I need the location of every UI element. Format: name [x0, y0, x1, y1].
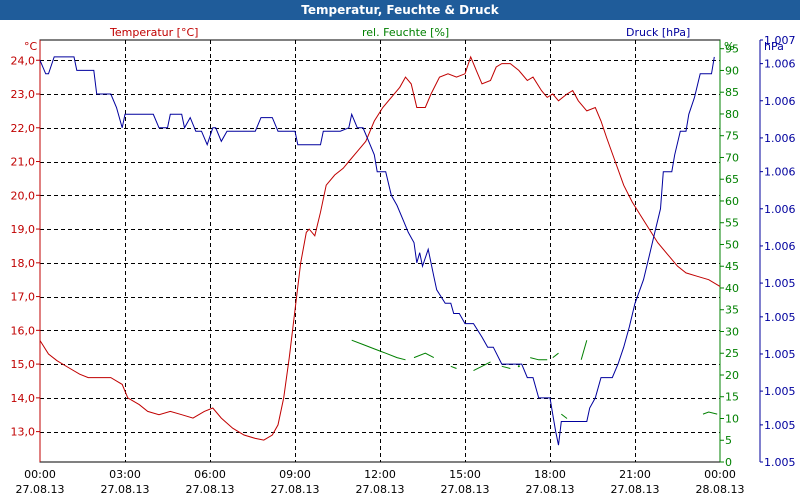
pressure-axis-unit: hPa [764, 40, 784, 53]
pressure-tick-label: 1.005 [764, 348, 796, 361]
x-tick-date: 27.08.13 [271, 483, 320, 496]
pressure-tick-label: 1.005 [764, 311, 796, 324]
humidity-tick-label: 40 [725, 282, 739, 295]
humidity-tick-label: 95 [725, 43, 739, 56]
x-tick-date: 27.08.13 [16, 483, 65, 496]
pressure-tick-label: 1.005 [764, 456, 796, 469]
x-tick-date: 27.08.13 [441, 483, 490, 496]
pressure-tick-label: 1.005 [764, 277, 796, 290]
temp-tick-label: 16,0 [11, 324, 36, 337]
humidity-tick-label: 85 [725, 86, 739, 99]
humidity-series-line [501, 365, 511, 369]
x-tick-time: 00:00 [704, 468, 736, 481]
x-tick-time: 12:00 [364, 468, 396, 481]
humidity-series-line [580, 340, 588, 360]
humidity-tick-label: 70 [725, 151, 739, 164]
pressure-tick-label: 1.006 [764, 203, 796, 216]
x-tick-date: 27.08.13 [526, 483, 575, 496]
temperature-series-line [39, 55, 721, 441]
pressure-tick-label: 1.005 [764, 419, 796, 432]
temp-axis-unit: °C [24, 40, 38, 53]
pressure-tick-label: 1.005 [764, 385, 796, 398]
temp-tick-label: 17,0 [11, 291, 36, 304]
pressure-series-line [39, 56, 715, 446]
x-tick-time: 18:00 [534, 468, 566, 481]
legend-humidity: rel. Feuchte [%] [362, 26, 449, 39]
humidity-axis-unit: % [724, 40, 734, 53]
humidity-series-line [450, 365, 457, 369]
humidity-tick-label: 0 [725, 456, 732, 469]
x-tick-date: 27.08.13 [611, 483, 660, 496]
x-tick-date: 27.08.13 [101, 483, 150, 496]
humidity-tick-label: 5 [725, 434, 732, 447]
humidity-series-line [560, 413, 568, 419]
x-tick-time: 06:00 [194, 468, 226, 481]
humidity-tick-label: 30 [725, 325, 739, 338]
x-tick-date: 27.08.13 [186, 483, 235, 496]
humidity-series-point [517, 365, 520, 368]
humidity-tick-label: 50 [725, 238, 739, 251]
pressure-tick-label: 1.006 [764, 166, 796, 179]
temp-tick-label: 21,0 [11, 156, 36, 169]
humidity-series-line [351, 339, 406, 361]
temp-tick-label: 14,0 [11, 392, 36, 405]
temp-tick-label: 19,0 [11, 223, 36, 236]
humidity-series-line [473, 361, 491, 372]
temp-tick-label: 23,0 [11, 88, 36, 101]
temp-tick-label: 18,0 [11, 257, 36, 270]
humidity-tick-label: 10 [725, 412, 739, 425]
pressure-tick-label: 1.006 [764, 240, 796, 253]
x-tick-time: 03:00 [109, 468, 141, 481]
humidity-tick-label: 20 [725, 369, 739, 382]
humidity-tick-label: 65 [725, 173, 739, 186]
pressure-tick-label: 1.006 [764, 132, 796, 145]
humidity-tick-label: 45 [725, 260, 739, 273]
temp-tick-label: 24,0 [11, 54, 36, 67]
humidity-series-line [413, 352, 435, 359]
humidity-tick-label: 55 [725, 217, 739, 230]
chart-title-bar: Temperatur, Feuchte & Druck [0, 0, 800, 20]
x-tick-time: 21:00 [619, 468, 651, 481]
legend-temperature: Temperatur [°C] [109, 26, 198, 39]
humidity-tick-label: 75 [725, 130, 739, 143]
temp-tick-label: 20,0 [11, 189, 36, 202]
humidity-series-line [530, 357, 548, 361]
humidity-tick-label: 25 [725, 347, 739, 360]
pressure-tick-label: 1.007 [764, 34, 796, 47]
legend-pressure: Druck [hPa] [626, 26, 690, 39]
x-tick-date: 28.08.13 [696, 483, 745, 496]
humidity-series-line [552, 352, 559, 358]
x-tick-time: 15:00 [449, 468, 481, 481]
x-tick-date: 27.08.13 [356, 483, 405, 496]
x-tick-time: 09:00 [279, 468, 311, 481]
humidity-tick-label: 90 [725, 64, 739, 77]
temp-tick-label: 22,0 [11, 122, 36, 135]
temp-tick-label: 15,0 [11, 358, 36, 371]
humidity-tick-label: 35 [725, 304, 739, 317]
temp-tick-label: 13,0 [11, 426, 36, 439]
chart-title: Temperatur, Feuchte & Druck [301, 3, 499, 17]
pressure-tick-label: 1.006 [764, 58, 796, 71]
humidity-tick-label: 15 [725, 391, 739, 404]
humidity-tick-label: 60 [725, 195, 739, 208]
x-tick-time: 00:00 [24, 468, 56, 481]
humidity-tick-label: 80 [725, 108, 739, 121]
humidity-series-line [702, 411, 718, 415]
pressure-tick-label: 1.006 [764, 95, 796, 108]
